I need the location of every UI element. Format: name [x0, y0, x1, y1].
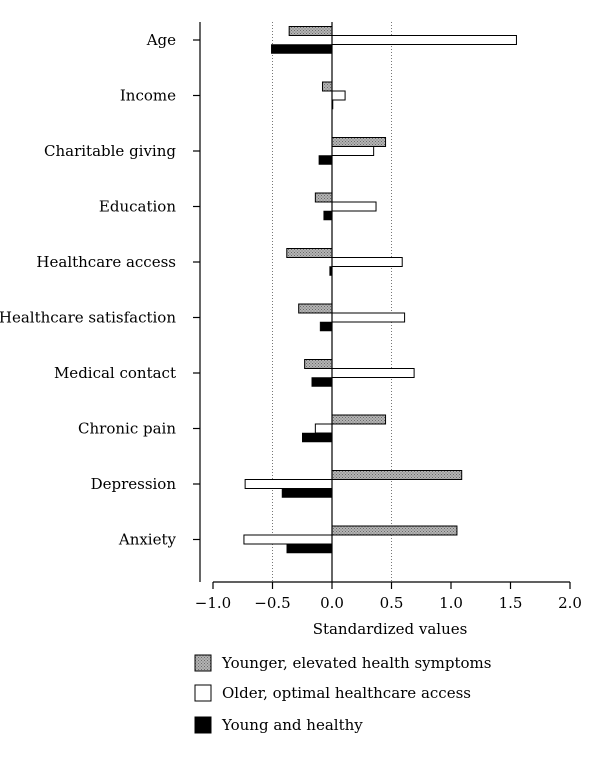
category-label: Age — [146, 31, 176, 49]
bar-older-optimal — [244, 479, 333, 489]
bar-younger-elevated — [331, 414, 387, 425]
bar-young-healthy — [311, 377, 333, 387]
category-label: Chronic pain — [78, 420, 176, 438]
bar-younger-elevated — [331, 470, 463, 480]
bar-younger-elevated — [298, 303, 333, 314]
bar-younger-elevated — [288, 26, 333, 36]
bar-young-healthy — [318, 155, 333, 165]
bar-older-optimal — [331, 201, 377, 212]
bar-older-optimal — [331, 35, 517, 45]
reference-lines — [272, 22, 392, 582]
category-label: Anxiety — [118, 531, 177, 549]
category-label: Charitable giving — [44, 142, 176, 160]
bar-older-optimal — [331, 146, 375, 156]
x-tick-label: 0.5 — [380, 594, 404, 612]
x-tick-label: 1.5 — [499, 594, 523, 612]
legend-swatch — [194, 716, 212, 734]
legend-swatch — [194, 684, 212, 702]
category-label: Depression — [91, 475, 177, 493]
x-tick-label: −1.0 — [195, 594, 231, 612]
x-tick-label: 2.0 — [558, 594, 582, 612]
bar-younger-elevated — [304, 359, 333, 369]
bar-older-optimal — [331, 312, 406, 323]
bar-younger-elevated — [331, 525, 458, 536]
bar-older-optimal — [243, 534, 333, 545]
bars — [243, 26, 517, 554]
legend-label: Older, optimal healthcare access — [222, 684, 471, 702]
bar-young-healthy — [302, 432, 333, 443]
bar-older-optimal — [331, 257, 403, 267]
bar-younger-elevated — [331, 137, 387, 147]
bar-young-healthy — [286, 543, 333, 554]
bar-young-healthy — [271, 44, 333, 54]
x-tick-label: 1.0 — [439, 594, 463, 612]
legend-label: Younger, elevated health symptoms — [221, 654, 491, 672]
category-label: Healthcare satisfaction — [0, 309, 176, 327]
x-tick-label: 0.0 — [320, 594, 344, 612]
category-label: Medical contact — [54, 364, 176, 382]
category-label: Healthcare access — [36, 253, 176, 271]
axes — [193, 22, 571, 589]
category-labels: Age Income Charitable giving Education Healt… — [0, 31, 177, 549]
category-label: Income — [120, 87, 176, 105]
bar-younger-elevated — [314, 192, 333, 203]
x-tick-labels: −1.0 −0.5 0.0 0.5 1.0 1.5 2.0 — [195, 594, 582, 612]
bar-older-optimal — [314, 423, 333, 434]
legend-swatch — [194, 654, 212, 672]
bar-older-optimal — [331, 90, 346, 101]
bar-older-optimal — [331, 368, 415, 378]
x-tick-label: −0.5 — [254, 594, 290, 612]
bar-young-healthy — [281, 488, 333, 498]
bar-young-healthy — [323, 210, 333, 221]
bar-younger-elevated — [286, 248, 333, 258]
legend: Younger, elevated health symptoms Older, … — [194, 654, 491, 734]
category-label: Education — [99, 198, 176, 216]
legend-label: Young and healthy — [221, 716, 363, 734]
bar-young-healthy — [319, 321, 333, 332]
bar-younger-elevated — [321, 81, 333, 92]
x-axis-title: Standardized values — [313, 620, 468, 638]
